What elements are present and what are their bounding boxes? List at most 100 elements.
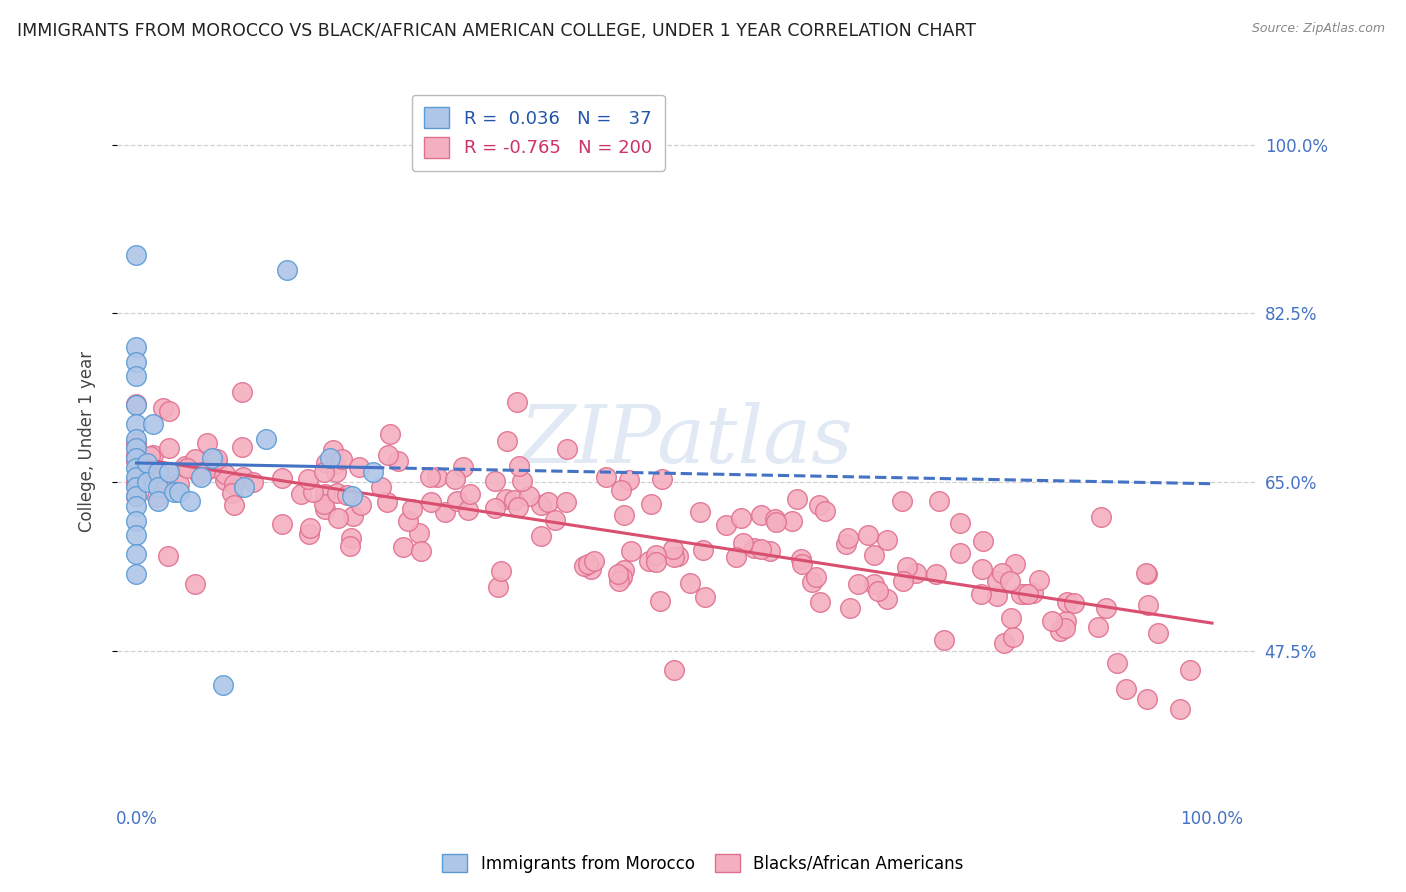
Point [157,404,180,418]
Point [620,544,643,558]
Point [340,490,363,504]
Point [790,557,813,571]
Point [271,516,294,531]
Point [990,566,1012,580]
Point [179,494,201,508]
Point [606,566,628,581]
Point [167,477,190,491]
Point [576,557,599,571]
Point [387,454,409,468]
Point [1095,600,1118,615]
Point [986,590,1008,604]
Point [838,600,860,615]
Point [408,525,430,540]
Point [1040,614,1063,628]
Point [336,487,359,501]
Point [1090,509,1112,524]
Point [645,548,668,562]
Point [222,498,245,512]
Point [125,470,148,484]
Point [125,442,148,456]
Point [205,451,228,466]
Point [146,480,169,494]
Point [136,456,159,470]
Point [146,494,169,508]
Point [1115,682,1137,697]
Point [949,516,972,531]
Point [380,427,402,442]
Point [156,549,179,563]
Point [679,576,702,591]
Point [972,534,994,549]
Point [302,484,325,499]
Point [312,497,335,511]
Point [125,499,148,513]
Point [648,594,671,608]
Point [125,453,148,467]
Y-axis label: College, Under 1 year: College, Under 1 year [79,351,96,532]
Point [856,527,879,541]
Point [298,521,321,535]
Point [125,450,148,465]
Point [169,484,191,499]
Point [1028,573,1050,587]
Point [572,558,595,573]
Point [662,542,685,557]
Point [610,570,633,584]
Point [993,636,1015,650]
Point [742,541,765,556]
Point [125,368,148,383]
Point [666,549,689,563]
Point [763,511,786,525]
Point [986,574,1008,589]
Point [765,515,787,529]
Point [1087,619,1109,633]
Point [139,450,162,464]
Point [125,528,148,542]
Point [163,484,186,499]
Point [339,539,361,553]
Point [350,498,373,512]
Point [486,580,509,594]
Point [846,577,869,591]
Point [866,583,889,598]
Point [446,494,468,508]
Point [125,417,148,432]
Point [876,533,898,547]
Point [780,515,803,529]
Point [751,508,773,522]
Point [1014,587,1036,601]
Point [537,495,560,509]
Point [1001,630,1024,644]
Point [1054,621,1077,635]
Point [644,555,666,569]
Point [325,465,347,479]
Point [1180,663,1202,677]
Point [347,460,370,475]
Point [1054,614,1077,628]
Point [1107,657,1129,671]
Point [328,510,350,524]
Point [664,663,686,677]
Point [426,469,449,483]
Point [377,448,399,462]
Point [1000,610,1022,624]
Point [876,592,898,607]
Point [125,473,148,487]
Point [1056,594,1078,608]
Point [1135,566,1157,581]
Point [342,508,364,523]
Point [1017,587,1039,601]
Point [1136,599,1159,613]
Point [638,554,661,568]
Point [125,514,148,528]
Point [401,502,423,516]
Point [125,248,148,262]
Point [508,459,530,474]
Point [970,562,993,576]
Point [730,511,752,525]
Point [949,545,972,559]
Point [361,466,384,480]
Point [201,450,224,465]
Point [1136,566,1159,581]
